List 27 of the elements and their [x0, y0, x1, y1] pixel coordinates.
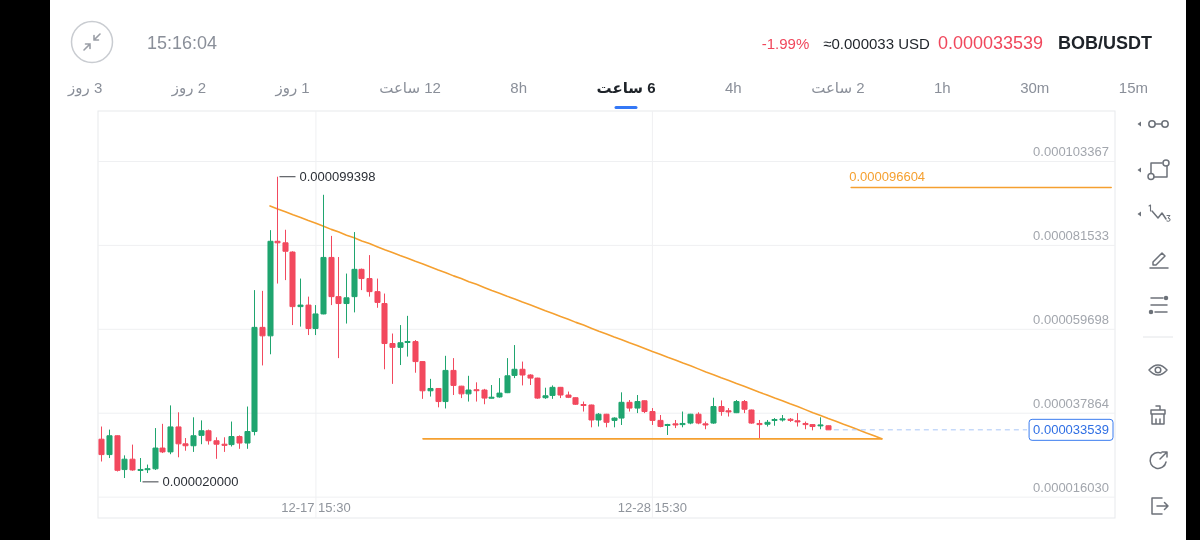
text: 4h [725, 79, 742, 96]
text: 15m [1118, 79, 1148, 96]
text: 2 روز [170, 79, 206, 97]
text: 1h [933, 79, 951, 96]
ref-line-label: 0.000033539 [1033, 422, 1109, 438]
series-label: 0.000096604 [849, 169, 926, 185]
text: 2 ساعت [811, 79, 865, 96]
text: 3 روز [67, 79, 103, 97]
x-tick-label: 12-28 15:30 [617, 500, 688, 515]
text: 15:16:04 [147, 33, 218, 53]
text: -1.99% [761, 35, 810, 52]
y-tick-label: 0.000016030 [1033, 480, 1109, 496]
text: ≈0.000033 USD [823, 35, 931, 52]
text: 30m [1020, 79, 1050, 96]
text: 8h [510, 79, 528, 96]
text: 6 ساعت [596, 79, 656, 96]
text: 12 ساعت [379, 79, 441, 96]
text: 0.000033539 [937, 33, 1043, 53]
y-tick-label: 0.000103367 [1033, 144, 1109, 160]
x-tick-label: 12-17 15:30 [281, 500, 351, 515]
text: 1 روز [274, 79, 310, 97]
chart-title: BOB/USDT [1058, 33, 1152, 53]
y-tick-label: 0.000037864 [1033, 396, 1109, 412]
annotation: 0.000099398 [299, 169, 376, 185]
annotation: 0.000020000 [162, 474, 239, 490]
y-tick-label: 0.000059698 [1033, 312, 1109, 328]
y-tick-label: 0.000081533 [1033, 228, 1109, 244]
